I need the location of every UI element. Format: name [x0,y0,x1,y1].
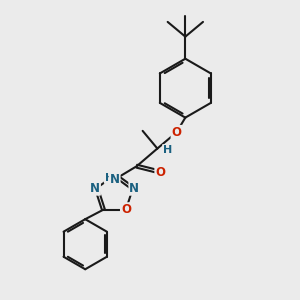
Text: O: O [121,203,131,216]
Text: H: H [163,145,172,155]
Text: O: O [172,126,182,139]
Text: N: N [110,173,120,186]
Text: N: N [90,182,100,195]
Text: N: N [129,182,139,195]
Text: H: H [105,173,114,183]
Text: O: O [155,166,165,178]
